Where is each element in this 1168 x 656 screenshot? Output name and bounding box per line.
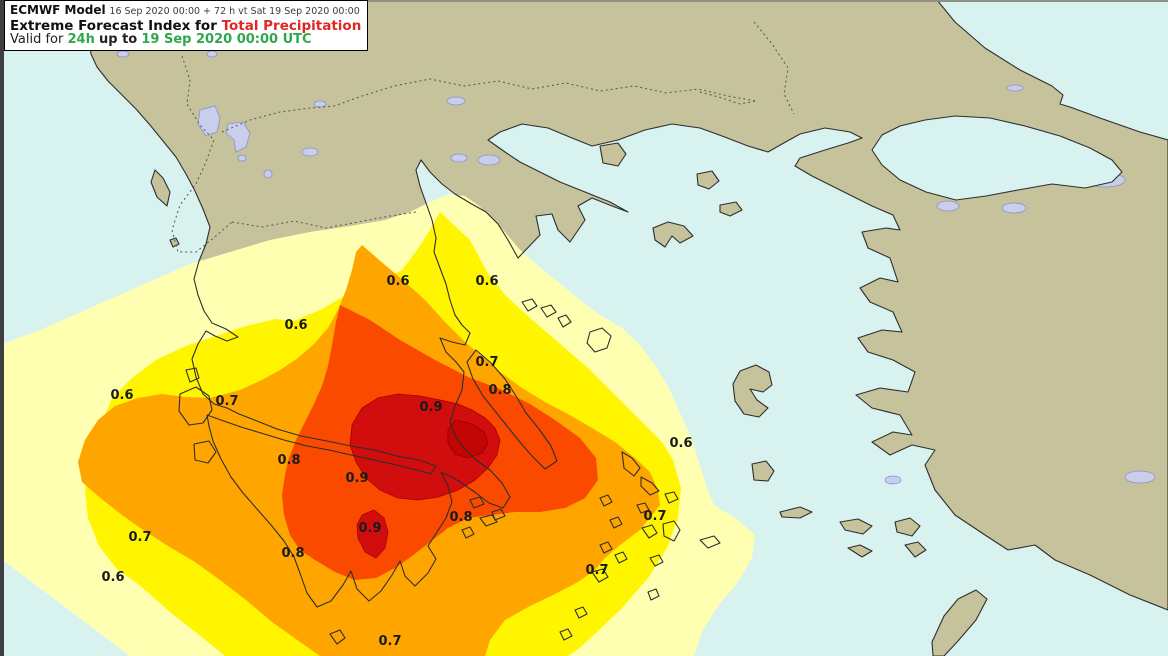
model-name: ECMWF Model xyxy=(10,3,106,17)
country-borders-layer xyxy=(171,21,795,253)
contour-labels-group: 0.6 0.6 0.6 0.6 0.6 0.6 0.7 0.7 0.7 0.7 0.7 0.7 0.8 0… xyxy=(101,274,692,649)
contour-label: 0.7 xyxy=(378,634,401,649)
contour-label: 0.6 xyxy=(386,274,409,289)
coastline-layer xyxy=(84,0,1168,656)
run-info: 16 Sep 2020 00:00 + 72 h vt Sat 19 Sep 2… xyxy=(109,6,360,17)
contour-label: 0.6 xyxy=(669,436,692,451)
contour-label: 0.7 xyxy=(475,355,498,370)
parameter-name: Total Precipitation xyxy=(221,18,362,34)
title-line-valid: Valid for 24h up to 19 Sep 2020 00:00 UT… xyxy=(10,33,362,47)
efi-band-09-lobe xyxy=(356,509,389,559)
index-label: Extreme Forecast Index for xyxy=(10,18,217,34)
efi-band-09-inner xyxy=(447,419,489,459)
contour-label: 0.8 xyxy=(449,510,472,525)
title-line-index: Extreme Forecast Index for Total Precipi… xyxy=(10,19,362,33)
contour-label: 0.7 xyxy=(585,563,608,578)
contour-label: 0.6 xyxy=(101,570,124,585)
contour-label: 0.7 xyxy=(643,509,666,524)
title-line-model: ECMWF Model 16 Sep 2020 00:00 + 72 h vt … xyxy=(10,3,362,19)
map-top-edge xyxy=(0,0,1168,2)
contour-label: 0.9 xyxy=(358,521,381,536)
map-left-edge xyxy=(0,0,4,656)
contour-label: 0.6 xyxy=(475,274,498,289)
efi-band-09 xyxy=(349,393,501,501)
valid-join: up to xyxy=(98,32,138,47)
valid-prefix: Valid for xyxy=(10,32,64,47)
efi-bands-layer xyxy=(0,194,755,656)
contour-label: 0.9 xyxy=(419,400,442,415)
contour-label: 0.7 xyxy=(215,394,238,409)
valid-until: 19 Sep 2020 00:00 UTC xyxy=(141,32,312,47)
valid-window: 24h xyxy=(67,32,95,47)
contour-label: 0.8 xyxy=(488,383,511,398)
contour-label: 0.6 xyxy=(110,388,133,403)
contour-label: 0.8 xyxy=(277,453,300,468)
contour-label: 0.9 xyxy=(345,471,368,486)
lakes-layer xyxy=(116,50,1156,485)
title-box: ECMWF Model 16 Sep 2020 00:00 + 72 h vt … xyxy=(4,0,368,51)
contour-label: 0.6 xyxy=(284,318,307,333)
contour-label: 0.8 xyxy=(281,546,304,561)
contour-label: 0.7 xyxy=(128,530,151,545)
